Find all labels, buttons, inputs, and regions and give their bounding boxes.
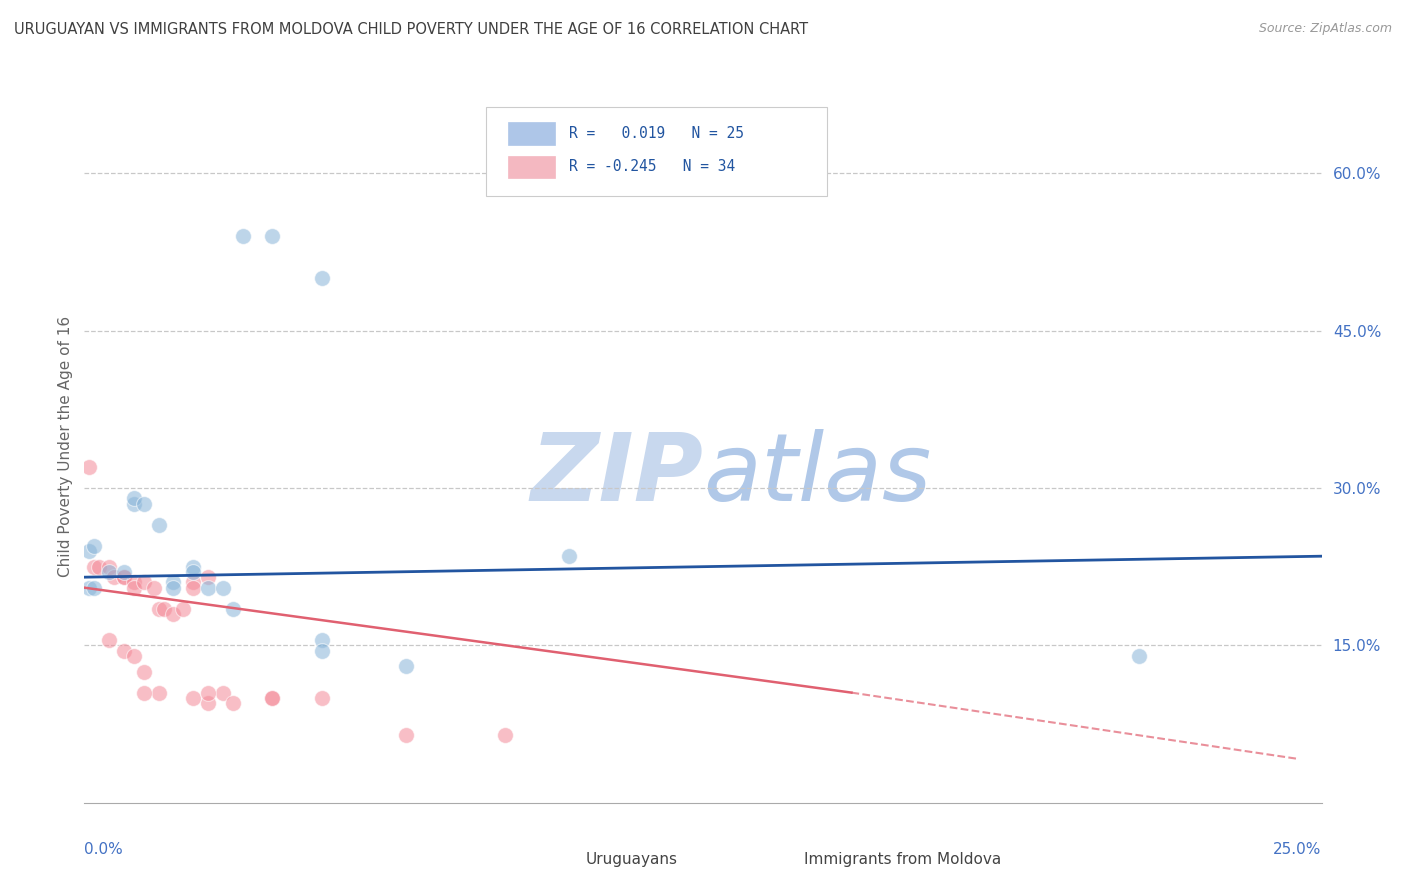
Point	[83, 559, 105, 574]
Point	[79, 544, 101, 558]
Point	[148, 601, 170, 615]
Point	[181, 690, 204, 705]
Point	[222, 696, 245, 710]
Point	[222, 601, 245, 615]
Point	[558, 549, 581, 564]
Point	[103, 570, 125, 584]
Text: Source: ZipAtlas.com: Source: ZipAtlas.com	[1258, 22, 1392, 36]
Point	[132, 665, 155, 679]
Point	[152, 601, 174, 615]
Point	[132, 497, 155, 511]
FancyBboxPatch shape	[508, 122, 554, 145]
Point	[172, 601, 194, 615]
Point	[122, 581, 145, 595]
Point	[311, 271, 333, 285]
Text: Uruguayans: Uruguayans	[585, 853, 678, 867]
Point	[232, 229, 254, 244]
Point	[212, 685, 235, 699]
Point	[142, 581, 165, 595]
Point	[132, 685, 155, 699]
Text: 0.0%: 0.0%	[84, 842, 124, 857]
Point	[395, 659, 418, 673]
Point	[162, 607, 184, 621]
Point	[122, 575, 145, 590]
Point	[212, 581, 235, 595]
Y-axis label: Child Poverty Under the Age of 16: Child Poverty Under the Age of 16	[58, 316, 73, 576]
Point	[311, 633, 333, 648]
FancyBboxPatch shape	[508, 155, 554, 178]
FancyBboxPatch shape	[486, 107, 827, 196]
Point	[162, 581, 184, 595]
Point	[122, 648, 145, 663]
Point	[197, 570, 219, 584]
Point	[112, 565, 135, 579]
Point	[98, 559, 121, 574]
Point	[112, 570, 135, 584]
Text: 25.0%: 25.0%	[1274, 842, 1322, 857]
Text: Immigrants from Moldova: Immigrants from Moldova	[804, 853, 1001, 867]
Point	[98, 633, 121, 648]
Point	[122, 497, 145, 511]
Point	[89, 559, 111, 574]
Point	[181, 581, 204, 595]
Point	[122, 491, 145, 506]
Point	[311, 690, 333, 705]
Point	[311, 643, 333, 657]
Point	[132, 575, 155, 590]
Point	[112, 643, 135, 657]
Point	[181, 559, 204, 574]
Point	[494, 728, 516, 742]
Point	[79, 460, 101, 475]
Point	[197, 696, 219, 710]
Point	[83, 539, 105, 553]
Point	[181, 565, 204, 579]
Point	[395, 728, 418, 742]
Point	[1128, 648, 1150, 663]
Text: R =   0.019   N = 25: R = 0.019 N = 25	[569, 126, 744, 141]
Point	[262, 690, 284, 705]
Point	[197, 581, 219, 595]
Point	[262, 690, 284, 705]
Point	[181, 575, 204, 590]
Point	[148, 685, 170, 699]
FancyBboxPatch shape	[752, 851, 793, 869]
Point	[262, 229, 284, 244]
Point	[98, 565, 121, 579]
Point	[148, 517, 170, 532]
FancyBboxPatch shape	[536, 851, 576, 869]
Point	[79, 581, 101, 595]
Text: URUGUAYAN VS IMMIGRANTS FROM MOLDOVA CHILD POVERTY UNDER THE AGE OF 16 CORRELATI: URUGUAYAN VS IMMIGRANTS FROM MOLDOVA CHI…	[14, 22, 808, 37]
Text: atlas: atlas	[703, 429, 931, 520]
Text: R = -0.245   N = 34: R = -0.245 N = 34	[569, 160, 735, 175]
Point	[197, 685, 219, 699]
Text: ZIP: ZIP	[530, 428, 703, 521]
Point	[112, 570, 135, 584]
Point	[162, 575, 184, 590]
Point	[83, 581, 105, 595]
